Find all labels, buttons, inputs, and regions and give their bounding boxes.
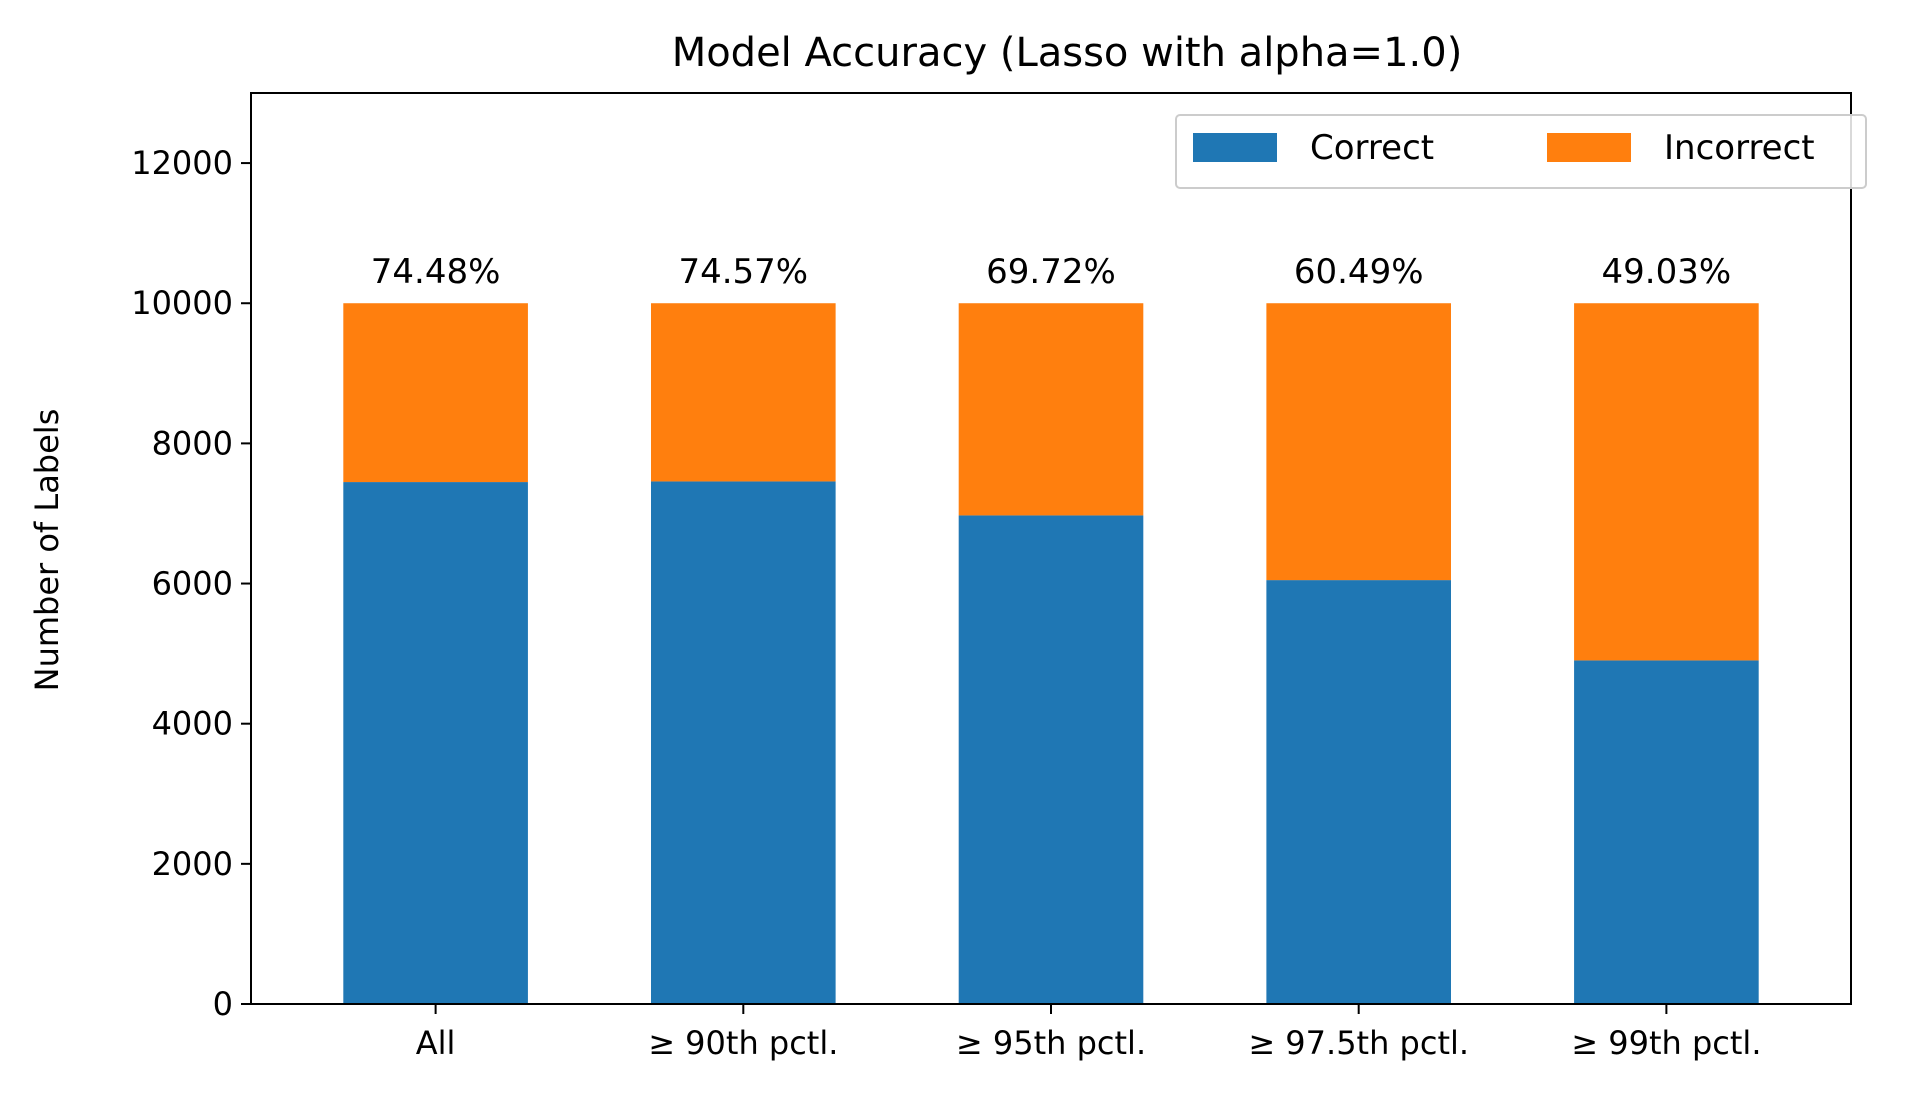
y-tick-label: 2000: [152, 845, 233, 883]
bar-correct: [1266, 580, 1451, 1004]
bar-incorrect: [651, 303, 836, 482]
x-tick-label: All: [416, 1024, 456, 1062]
y-axis-label: Number of Labels: [28, 409, 66, 692]
x-tick-label: ≥ 97.5th pctl.: [1248, 1024, 1469, 1062]
y-tick-label: 12000: [131, 144, 233, 182]
y-axis-label-group: Number of Labels: [28, 409, 66, 692]
bar-correct: [1574, 660, 1759, 1004]
legend-swatch-incorrect: [1547, 133, 1631, 162]
y-tick-label: 8000: [152, 424, 233, 462]
bar-incorrect: [343, 303, 528, 483]
y-tick-label: 0: [213, 985, 233, 1023]
chart-title: Model Accuracy (Lasso with alpha=1.0): [672, 30, 1463, 76]
data-label: 69.72%: [986, 252, 1116, 292]
data-label: 74.57%: [678, 252, 808, 292]
legend-swatch-correct: [1193, 133, 1277, 162]
legend: Correct Incorrect: [1175, 114, 1867, 189]
legend-box: [1175, 114, 1867, 189]
x-tick-label: ≥ 99th pctl.: [1571, 1024, 1761, 1062]
legend-label-incorrect: Incorrect: [1664, 128, 1815, 168]
bar-incorrect: [1574, 303, 1759, 661]
plot-area: [343, 303, 1759, 1004]
data-label: 49.03%: [1602, 252, 1732, 292]
x-tick-label: ≥ 90th pctl.: [648, 1024, 838, 1062]
legend-label-correct: Correct: [1310, 128, 1434, 168]
bar-incorrect: [1266, 303, 1451, 581]
data-label: 60.49%: [1294, 252, 1424, 292]
bar-correct: [958, 515, 1144, 1004]
y-tick-label: 10000: [131, 284, 233, 322]
bar-correct: [343, 482, 528, 1004]
bar-correct: [651, 481, 836, 1004]
x-tick-label: ≥ 95th pctl.: [956, 1024, 1146, 1062]
y-tick-label: 4000: [152, 705, 233, 743]
bar-incorrect: [958, 303, 1144, 516]
data-label: 74.48%: [371, 252, 501, 292]
y-tick-label: 6000: [152, 565, 233, 603]
